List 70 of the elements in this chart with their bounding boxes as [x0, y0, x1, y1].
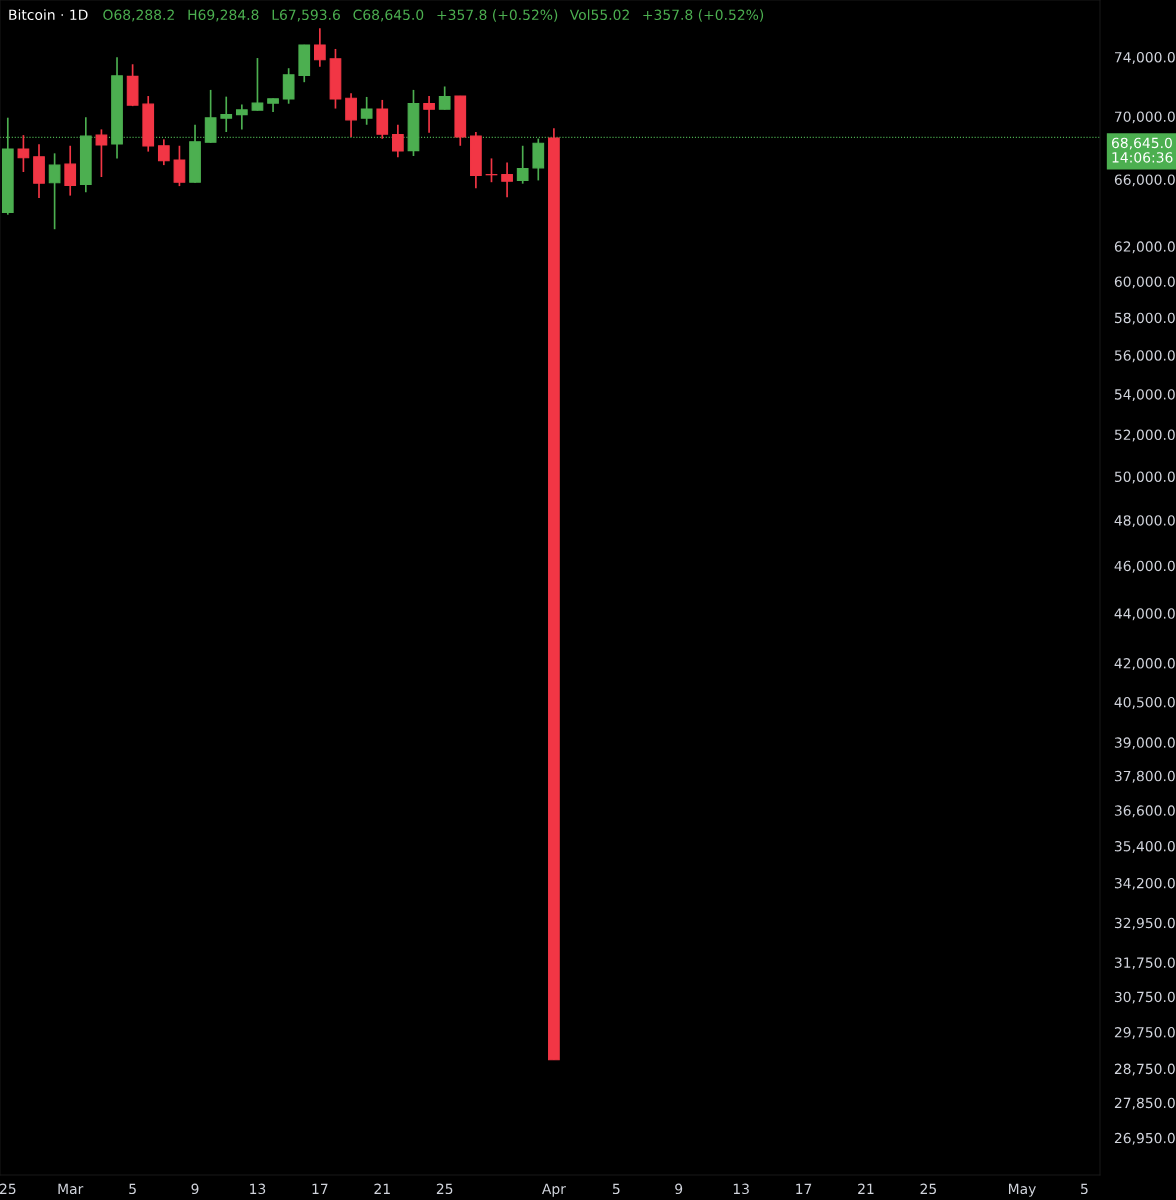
candlestick: [360, 96, 373, 126]
x-tick-label: Apr: [542, 1183, 566, 1197]
x-tick-label: 13: [250, 1183, 266, 1195]
candlestick: [313, 27, 326, 68]
y-tick-label: 34,200.0: [1114, 877, 1175, 890]
y-tick-label: 70,000.0: [1115, 111, 1175, 124]
y-tick-label: 44,000.0: [1114, 608, 1175, 621]
annotation: C68,645.0: [353, 9, 424, 22]
candlestick: [501, 161, 513, 199]
y-tick-label: 28,750.0: [1114, 1063, 1175, 1076]
x-tick-label: May: [1008, 1183, 1036, 1197]
y-tick-label: 50,000.0: [1114, 471, 1175, 484]
annotation: Vol55.02: [569, 9, 629, 21]
y-tick-label: 48,000.0: [1114, 515, 1175, 528]
candlestick: [235, 103, 248, 131]
annotation: +357.8 (+0.52%): [437, 9, 558, 22]
x-tick-label: 25: [0, 1183, 16, 1195]
x-tick-label: Mar: [58, 1183, 84, 1195]
x-tick-label: 21: [374, 1183, 390, 1194]
x-tick-label: 25: [920, 1183, 936, 1195]
candlestick: [157, 138, 170, 166]
y-tick-label: 32,950.0: [1114, 917, 1175, 930]
annotation: +357.8 (+0.52%): [643, 9, 764, 22]
y-tick-label: 66,000.0: [1114, 174, 1175, 187]
y-tick-label: 58,000.0: [1114, 312, 1175, 325]
y-tick-label: 31,750.0: [1114, 957, 1175, 970]
candlestick: [438, 85, 451, 111]
x-tick-label: 17: [796, 1183, 812, 1194]
x-tick-label: 9: [191, 1183, 199, 1195]
x-tick-label: 5: [612, 1183, 620, 1195]
y-tick-label: 42,000.0: [1114, 658, 1175, 670]
y-tick-label: 54,000.0: [1114, 389, 1175, 402]
y-tick-label: 74,000.0: [1115, 51, 1175, 64]
candlestick: [64, 144, 77, 197]
text: Bitcoin · 1D: [9, 9, 88, 21]
y-tick-label: 29,750.0: [1114, 1027, 1175, 1039]
y-tick-label: 30,750.0: [1114, 991, 1175, 1004]
y-tick-label: 46,000.0: [1114, 560, 1175, 573]
annotation: L67,593.6: [272, 9, 340, 22]
x-tick-label: 25: [436, 1183, 453, 1195]
candlestick: [516, 144, 529, 185]
candlestick: [423, 95, 435, 134]
candlestick: [48, 152, 61, 231]
y-tick-label: 62,000.0: [1114, 241, 1175, 254]
candlestick: [220, 95, 233, 133]
x-tick-label: 9: [675, 1183, 683, 1195]
y-tick-label: 39,000.0: [1114, 737, 1175, 750]
candlestick: [173, 144, 186, 187]
x-tick-label: 13: [733, 1183, 749, 1195]
y-tick-label: 40,500.0: [1114, 696, 1175, 709]
y-tick-label: 37,800.0: [1114, 770, 1175, 783]
y-tick-label: 56,000.0: [1114, 350, 1175, 363]
annotation: H69,284.8: [188, 9, 259, 22]
y-tick-label: 52,000.0: [1114, 429, 1175, 442]
ref-line-label: 68,645.0 14:06:36: [1111, 137, 1173, 163]
candlestick: [17, 134, 30, 173]
y-tick-label: 27,850.0: [1114, 1097, 1175, 1110]
y-tick-label: 35,400.0: [1114, 840, 1175, 853]
x-tick-label: 5: [129, 1183, 136, 1195]
annotation: O68,288.2: [103, 9, 174, 22]
candlestick: [345, 92, 357, 138]
candlestick: [392, 123, 404, 159]
y-tick-label: 26,950.0: [1114, 1132, 1175, 1145]
x-tick-label: 5: [1081, 1183, 1088, 1195]
x-tick-label: 17: [312, 1183, 328, 1194]
candlestick: [95, 128, 108, 178]
candlestick: [251, 57, 264, 112]
y-tick-label: 60,000.0: [1114, 276, 1175, 289]
x-tick-label: 21: [858, 1183, 874, 1194]
y-tick-label: 36,600.0: [1114, 805, 1175, 818]
